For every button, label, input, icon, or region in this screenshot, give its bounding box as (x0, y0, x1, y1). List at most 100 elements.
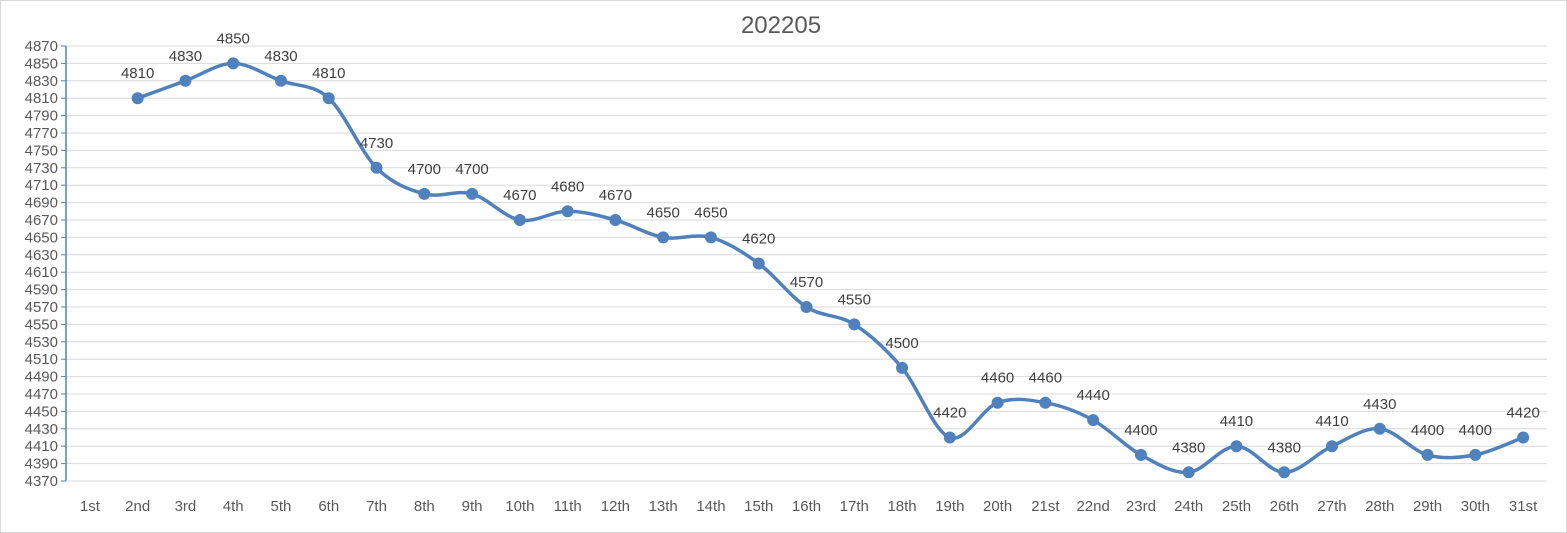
data-label: 4460 (981, 370, 1014, 387)
x-tick-label: 1st (80, 498, 101, 515)
data-label: 4420 (933, 405, 966, 422)
data-point (1087, 414, 1100, 427)
data-point (1469, 448, 1482, 461)
y-tick-label: 4710 (25, 177, 58, 194)
data-label: 4400 (1411, 422, 1444, 439)
data-point (274, 74, 287, 87)
data-label: 4410 (1220, 413, 1253, 430)
y-tick-label: 4810 (25, 90, 58, 107)
data-label: 4700 (408, 161, 441, 178)
y-tick-label: 4450 (25, 403, 58, 420)
x-tick-label: 20th (983, 498, 1012, 515)
data-point (131, 92, 144, 105)
y-tick-label: 4510 (25, 351, 58, 368)
data-label: 4420 (1506, 405, 1539, 422)
data-label: 4500 (885, 335, 918, 352)
x-tick-label: 16th (792, 498, 821, 515)
x-tick-label: 21st (1031, 498, 1060, 515)
data-label: 4380 (1268, 439, 1301, 456)
y-tick-label: 4650 (25, 229, 58, 246)
y-tick-label: 4830 (25, 73, 58, 90)
data-point (1134, 448, 1147, 461)
x-tick-label: 10th (505, 498, 534, 515)
y-tick-label: 4870 (25, 38, 58, 55)
x-tick-label: 30th (1461, 498, 1490, 515)
y-tick-label: 4750 (25, 142, 58, 159)
data-label: 4730 (360, 135, 393, 152)
x-tick-label: 27th (1317, 498, 1346, 515)
data-point (943, 431, 956, 444)
x-tick-label: 15th (744, 498, 773, 515)
x-tick-label: 23rd (1126, 498, 1156, 515)
y-tick-label: 4470 (25, 386, 58, 403)
y-tick-label: 4390 (25, 456, 58, 473)
data-point (1182, 466, 1195, 479)
data-point (800, 301, 813, 313)
data-label: 4460 (1029, 370, 1062, 387)
data-label: 4830 (264, 48, 297, 65)
data-point (704, 231, 717, 244)
x-tick-label: 9th (462, 498, 483, 515)
data-point (179, 74, 192, 87)
y-tick-label: 4610 (25, 264, 58, 281)
data-label: 4430 (1363, 396, 1396, 413)
data-point (1373, 422, 1386, 435)
data-point (1230, 440, 1243, 453)
x-tick-label: 29th (1413, 498, 1442, 515)
data-point (322, 92, 335, 105)
data-label: 4400 (1459, 422, 1492, 439)
data-point (1326, 440, 1339, 453)
data-point (896, 361, 909, 374)
data-label: 4650 (694, 204, 727, 221)
x-tick-label: 17th (840, 498, 869, 515)
data-label: 4670 (503, 187, 536, 204)
y-tick-label: 4410 (25, 438, 58, 455)
data-label: 4550 (838, 291, 871, 308)
y-tick-label: 4530 (25, 334, 58, 351)
data-label: 4670 (599, 187, 632, 204)
x-tick-label: 24th (1174, 498, 1203, 515)
data-point (466, 187, 479, 200)
data-point (370, 161, 383, 174)
y-tick-label: 4730 (25, 160, 58, 177)
x-tick-label: 18th (887, 498, 916, 515)
data-point (513, 214, 526, 226)
data-point (657, 231, 670, 244)
data-point (1278, 466, 1291, 479)
data-point (1421, 448, 1434, 461)
x-tick-label: 25th (1222, 498, 1251, 515)
y-tick-label: 4490 (25, 369, 58, 386)
x-tick-label: 4th (223, 498, 244, 515)
data-point (561, 205, 574, 218)
x-tick-label: 8th (414, 498, 435, 515)
data-label: 4400 (1124, 422, 1157, 439)
y-tick-label: 4790 (25, 108, 58, 125)
y-tick-label: 4370 (25, 473, 58, 490)
x-tick-label: 28th (1365, 498, 1394, 515)
x-tick-label: 6th (318, 498, 339, 515)
data-point (991, 396, 1004, 409)
x-tick-label: 31st (1509, 498, 1538, 515)
x-tick-label: 3rd (175, 498, 197, 515)
data-point (609, 214, 622, 226)
x-tick-label: 11th (554, 498, 582, 515)
data-label: 4570 (790, 274, 823, 291)
y-tick-label: 4850 (25, 55, 58, 72)
data-label: 4810 (121, 65, 154, 82)
y-tick-label: 4430 (25, 421, 58, 438)
y-tick-label: 4770 (25, 125, 58, 142)
data-points (131, 57, 1530, 479)
data-point (227, 57, 240, 70)
x-tick-label: 2nd (125, 498, 150, 515)
x-tick-label: 13th (649, 498, 678, 515)
data-label: 4440 (1076, 387, 1109, 404)
y-tick-label: 4550 (25, 316, 58, 333)
data-label: 4810 (312, 65, 345, 82)
data-label: 4680 (551, 178, 584, 195)
x-tick-label: 19th (935, 498, 964, 515)
chart-title: 202205 (741, 12, 821, 39)
x-tick-label: 5th (271, 498, 292, 515)
y-tick-label: 4670 (25, 212, 58, 229)
data-labels: 4810 4830 4850 4830 4810 4730 4700 4700 4670 4680… (121, 30, 1540, 456)
